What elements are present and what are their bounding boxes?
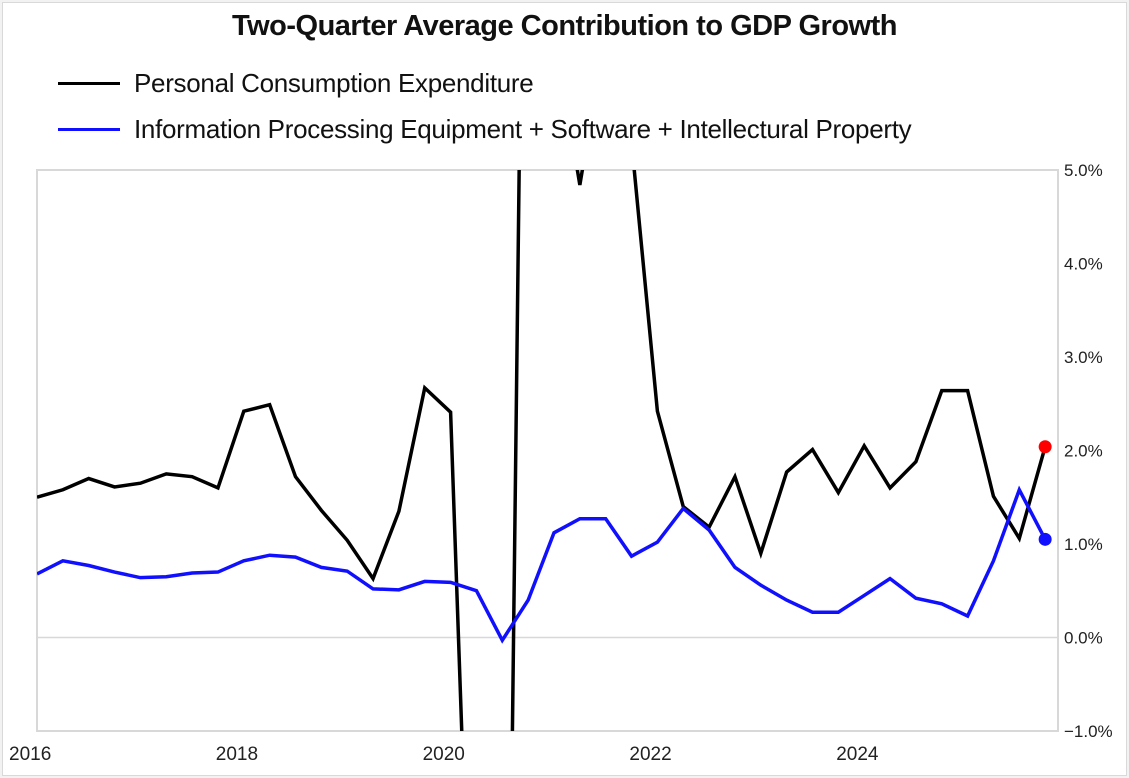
y-tick-label: −1.0%: [1064, 722, 1113, 741]
series-line-info-processing: [37, 485, 1047, 644]
x-axis: 2016 2018 2020 2022 2024: [9, 744, 879, 765]
y-tick-label: 1.0%: [1064, 535, 1103, 554]
x-tick-label: 2024: [836, 744, 879, 765]
legend-item-pce: Personal Consumption Expenditure: [58, 68, 534, 99]
end-marker-info-processing: [1038, 532, 1052, 546]
plot-frame: [36, 169, 1059, 732]
legend-label-pce: Personal Consumption Expenditure: [134, 68, 534, 98]
x-tick-label: 2018: [216, 744, 258, 765]
y-tick-label: 2.0%: [1064, 442, 1103, 461]
legend-swatch-info-processing: [58, 128, 120, 131]
legend-label-info-processing: Information Processing Equipment + Softw…: [134, 114, 912, 144]
legend-item-info-processing: Information Processing Equipment + Softw…: [58, 114, 912, 145]
end-marker-pce: [1038, 440, 1052, 454]
x-tick-label: 2016: [9, 744, 51, 765]
y-tick-label: 0.0%: [1064, 629, 1103, 648]
chart-title: Two-Quarter Average Contribution to GDP …: [232, 10, 897, 42]
y-axis: 5.0% 4.0% 3.0% 2.0% 1.0% 0.0% −1.0%: [1064, 161, 1113, 741]
series-line-pce: [37, 170, 1047, 731]
x-tick-label: 2020: [423, 744, 465, 765]
y-tick-label: 4.0%: [1064, 255, 1103, 274]
y-tick-label: 3.0%: [1064, 348, 1103, 367]
y-tick-label: 5.0%: [1064, 161, 1103, 180]
legend-swatch-pce: [58, 82, 120, 85]
x-tick-label: 2022: [629, 744, 671, 765]
